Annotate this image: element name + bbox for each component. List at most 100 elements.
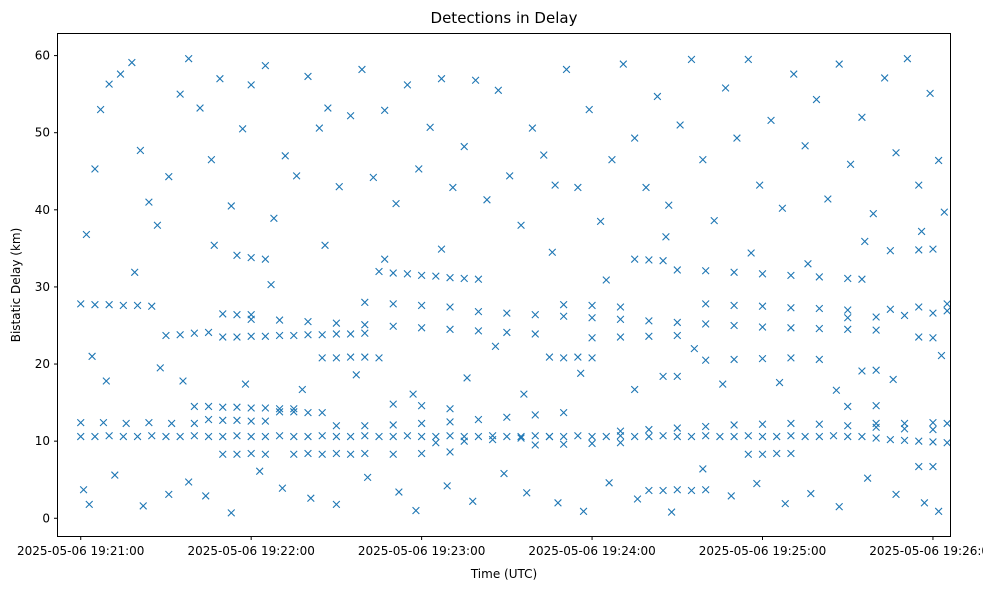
data-point [917, 227, 926, 236]
data-point [937, 351, 946, 360]
data-point [801, 432, 809, 441]
data-point [91, 300, 99, 309]
data-point [858, 113, 866, 122]
data-point [233, 403, 241, 412]
y-tick-label: 30 [35, 280, 50, 294]
data-point [128, 58, 136, 67]
x-tick-label: 2025-05-06 19:24:00 [528, 544, 655, 558]
data-point [892, 148, 900, 157]
data-point [443, 482, 451, 490]
data-point [346, 450, 355, 459]
data-point [292, 172, 301, 180]
data-point [772, 449, 781, 458]
data-point [733, 134, 741, 142]
data-point [204, 415, 213, 424]
data-point [318, 354, 326, 362]
data-point [332, 354, 341, 362]
x-axis: 2025-05-06 19:21:00 2025-05-06 19:22:00 20… [17, 536, 983, 558]
data-point [147, 302, 156, 310]
data-point [744, 431, 753, 440]
data-point [843, 402, 852, 411]
data-point [699, 465, 707, 473]
data-point [548, 248, 557, 257]
data-point [767, 116, 775, 125]
data-point [633, 495, 642, 503]
data-point [701, 320, 710, 328]
data-point [758, 270, 767, 278]
data-point [545, 353, 554, 361]
data-point [332, 330, 341, 338]
y-tick-label: 10 [35, 434, 50, 448]
data-point [551, 181, 559, 189]
data-point [218, 432, 227, 441]
data-point [380, 106, 389, 115]
data-point [815, 432, 824, 441]
data-point [275, 316, 284, 324]
data-point [176, 330, 184, 339]
data-point [332, 432, 341, 441]
data-point [207, 155, 216, 164]
data-point [559, 440, 568, 449]
data-point [616, 438, 625, 447]
data-point [699, 155, 707, 164]
data-point [483, 196, 491, 204]
data-point [787, 431, 795, 440]
data-point [318, 431, 326, 440]
data-point [588, 439, 596, 448]
y-tick-label: 40 [35, 203, 50, 217]
data-point [335, 182, 344, 191]
data-point [332, 500, 341, 509]
data-point [304, 330, 312, 339]
data-point [929, 462, 937, 471]
data-point [261, 61, 270, 70]
data-point [619, 60, 628, 68]
data-point [701, 422, 710, 431]
data-point [872, 434, 880, 442]
data-point [673, 266, 682, 274]
data-point [392, 199, 400, 208]
data-point [605, 479, 613, 487]
y-tick-label: 0 [42, 511, 50, 525]
data-point [218, 450, 227, 459]
data-point [934, 156, 943, 165]
data-point [361, 431, 369, 440]
data-point [503, 328, 511, 337]
data-point [204, 328, 213, 337]
data-point [630, 134, 639, 142]
data-point [801, 142, 809, 150]
data-point [122, 419, 130, 428]
data-point [789, 70, 798, 78]
data-point [289, 432, 298, 441]
data-point [662, 233, 670, 241]
data-point [247, 253, 255, 262]
data-point [380, 255, 389, 263]
data-point [289, 404, 298, 413]
data-point [608, 155, 616, 164]
data-point [375, 267, 383, 276]
data-point [659, 256, 667, 265]
data-point [744, 450, 753, 459]
data-point [426, 123, 434, 132]
data-point [210, 241, 219, 250]
data-point [184, 54, 193, 63]
data-point [218, 333, 227, 341]
data-point [843, 325, 852, 334]
data-point [721, 84, 730, 92]
data-point [522, 489, 531, 497]
data-point [446, 448, 454, 456]
data-point [929, 309, 937, 317]
data-point [869, 209, 878, 218]
data-point [139, 502, 148, 510]
data-point [247, 449, 255, 458]
data-point [460, 437, 469, 445]
data-point [914, 246, 923, 254]
data-point [460, 274, 469, 283]
data-point [872, 419, 880, 428]
data-point [701, 485, 710, 494]
data-point [332, 421, 341, 430]
data-point [289, 450, 298, 459]
data-point [82, 230, 91, 239]
data-point [446, 431, 454, 440]
marker-layer [76, 54, 951, 517]
data-point [346, 432, 355, 441]
